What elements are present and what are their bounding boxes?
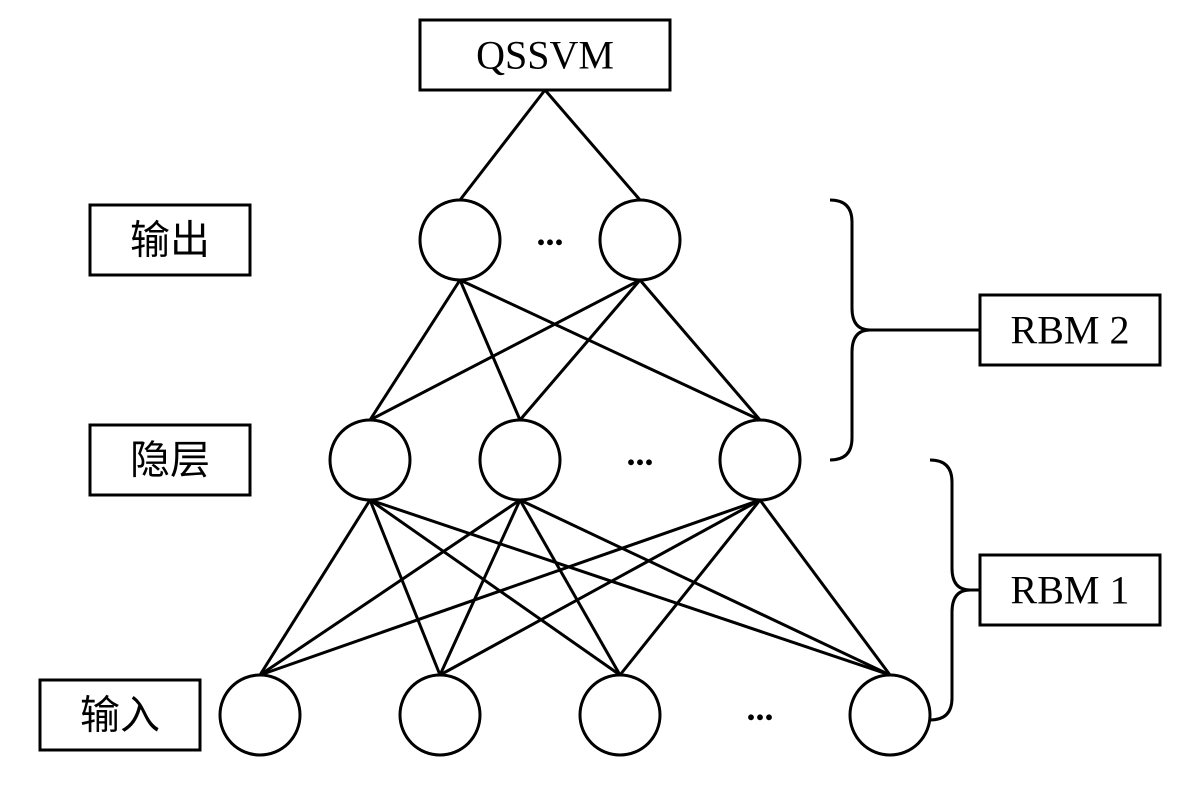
rbm1-bracket: [930, 460, 970, 720]
input-node: [400, 675, 480, 755]
qssvm-box-label: QSSVM: [476, 33, 614, 78]
input-node: [850, 675, 930, 755]
rbm1-box-label: RBM 1: [1011, 568, 1130, 613]
output-node: [600, 200, 680, 280]
input-label-box: 输入: [40, 680, 200, 750]
hidden-node: [480, 420, 560, 500]
input-node: [580, 675, 660, 755]
hidden-ellipsis: ...: [627, 433, 654, 473]
rbm2-box: RBM 2: [980, 295, 1160, 365]
input-node: [220, 675, 300, 755]
rbm2-bracket: [830, 200, 870, 460]
input-label-box-label: 输入: [80, 693, 160, 738]
hidden-label-box-label: 隐层: [130, 438, 210, 483]
output-label-box-label: 输出: [130, 218, 210, 263]
hidden-layer: ...: [330, 420, 800, 500]
rbm1-box: RBM 1: [980, 555, 1160, 625]
input-ellipsis: ...: [747, 688, 774, 728]
output-label-box: 输出: [90, 205, 250, 275]
network-diagram: ......... QSSVM 输出隐层输入 RBM 2 RBM 1: [0, 0, 1203, 781]
output-ellipsis: ...: [537, 213, 564, 253]
hidden-label-box: 隐层: [90, 425, 250, 495]
qssvm-box: QSSVM: [420, 20, 670, 90]
output-node: [420, 200, 500, 280]
hidden-node: [720, 420, 800, 500]
output-layer: ...: [420, 200, 680, 280]
input-layer: ...: [220, 675, 930, 755]
edges: [260, 90, 890, 675]
hidden-node: [330, 420, 410, 500]
rbm2-box-label: RBM 2: [1011, 308, 1130, 353]
